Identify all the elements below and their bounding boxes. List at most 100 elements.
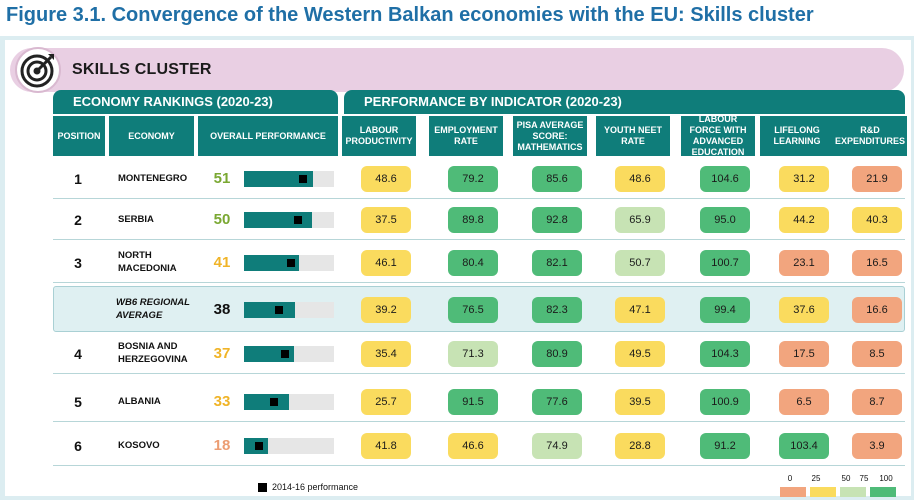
performance-bar-track [244, 438, 334, 454]
indicator-value-cell: 100.7 [700, 250, 750, 276]
performance-bar-fill [244, 394, 289, 410]
table-row [53, 196, 905, 240]
indicator-value-cell: 48.6 [615, 166, 665, 192]
economy-name: BOSNIA AND HERZEGOVINA [118, 341, 188, 365]
position-number: 3 [74, 255, 82, 271]
economy-name: WB6 REGIONAL AVERAGE [116, 297, 190, 321]
indicator-value-cell: 74.9 [532, 433, 582, 459]
performance-bar-fill [244, 302, 296, 318]
indicator-value-cell: 8.5 [852, 341, 902, 367]
legend-scale-tick: 100 [879, 474, 893, 483]
economy-name: ALBANIA [118, 396, 161, 407]
indicator-value-cell: 40.3 [852, 207, 902, 233]
overall-column-header: OVERALL PERFORMANCE [198, 116, 338, 156]
indicator-value-cell: 95.0 [700, 207, 750, 233]
rankings-header: ECONOMY RANKINGS (2020-23) [53, 90, 338, 114]
indicator-value-cell: 44.2 [779, 207, 829, 233]
indicator-value-cell: 103.4 [779, 433, 829, 459]
position-column-header: POSITION [53, 116, 105, 156]
performance-bar-track [244, 212, 334, 228]
performance-bar-track [244, 394, 334, 410]
overall-score: 33 [213, 393, 231, 410]
indicator-value-cell: 76.5 [448, 297, 498, 323]
economy-column-header: ECONOMY [109, 116, 194, 156]
legend-scale-tick: 75 [859, 474, 869, 483]
position-number: 1 [74, 171, 82, 187]
indicator-value-cell: 91.5 [448, 389, 498, 415]
indicator-value-cell: 21.9 [852, 166, 902, 192]
performance-2014-16-marker [280, 350, 289, 358]
indicator-value-cell: 3.9 [852, 433, 902, 459]
indicator-value-cell: 46.1 [361, 250, 411, 276]
performance-2014-16-marker [287, 259, 296, 267]
indicator-column-header: R&D EXPENDITURES [833, 116, 907, 156]
performance-2014-16-marker [299, 175, 308, 183]
indicator-value-cell: 23.1 [779, 250, 829, 276]
indicator-value-cell: 100.9 [700, 389, 750, 415]
figure-title: Figure 3.1. Convergence of the Western B… [6, 4, 814, 26]
legend-scale-swatch [840, 487, 866, 497]
table-row [53, 378, 905, 422]
indicator-value-cell: 80.4 [448, 250, 498, 276]
indicator-value-cell: 8.7 [852, 389, 902, 415]
indicator-value-cell: 39.5 [615, 389, 665, 415]
indicator-value-cell: 49.5 [615, 341, 665, 367]
indicator-value-cell: 65.9 [615, 207, 665, 233]
indicator-value-cell: 41.8 [361, 433, 411, 459]
indicator-column-header: LABOUR FORCE WITH ADVANCED EDUCATION [681, 114, 755, 157]
overall-score: 37 [213, 345, 231, 362]
indicator-value-cell: 91.2 [700, 433, 750, 459]
economy-name: SERBIA [118, 214, 154, 225]
indicator-value-cell: 35.4 [361, 341, 411, 367]
indicator-value-cell: 6.5 [779, 389, 829, 415]
legend-scale-swatch [870, 487, 896, 497]
table-row [53, 155, 905, 199]
performance-2014-16-marker [275, 306, 284, 314]
indicator-value-cell: 37.6 [779, 297, 829, 323]
economy-name: KOSOVO [118, 440, 160, 451]
indicator-value-cell: 47.1 [615, 297, 665, 323]
indicator-value-cell: 80.9 [532, 341, 582, 367]
indicator-value-cell: 82.1 [532, 250, 582, 276]
indicator-value-cell: 71.3 [448, 341, 498, 367]
indicator-value-cell: 37.5 [361, 207, 411, 233]
indicator-value-cell: 79.2 [448, 166, 498, 192]
legend-scale-swatch [810, 487, 836, 497]
indicator-value-cell: 31.2 [779, 166, 829, 192]
performance-bar-fill [244, 171, 313, 187]
legend-scale-tick: 0 [787, 474, 793, 483]
indicator-value-cell: 16.5 [852, 250, 902, 276]
performance-header: PERFORMANCE BY INDICATOR (2020-23) [344, 90, 905, 114]
position-number: 4 [74, 346, 82, 362]
cluster-banner [10, 48, 904, 92]
legend-previous-marker [258, 483, 267, 492]
table-row [53, 330, 905, 374]
performance-bar-track [244, 255, 334, 271]
target-icon [15, 47, 61, 93]
indicator-column-header: YOUTH NEET RATE [596, 116, 670, 156]
indicator-value-cell: 104.3 [700, 341, 750, 367]
economy-name: NORTH MACEDONIA [118, 250, 177, 274]
overall-score: 41 [213, 254, 231, 271]
performance-bar-fill [244, 255, 300, 271]
indicator-value-cell: 104.6 [700, 166, 750, 192]
indicator-value-cell: 48.6 [361, 166, 411, 192]
indicator-value-cell: 77.6 [532, 389, 582, 415]
indicator-value-cell: 82.3 [532, 297, 582, 323]
overall-score: 38 [213, 301, 231, 318]
performance-2014-16-marker [294, 216, 302, 224]
indicator-value-cell: 50.7 [615, 250, 665, 276]
indicator-column-header: LIFELONG LEARNING [760, 116, 834, 156]
indicator-value-cell: 99.4 [700, 297, 750, 323]
legend-scale-tick: 50 [841, 474, 851, 483]
indicator-value-cell: 17.5 [779, 341, 829, 367]
overall-score: 50 [213, 211, 231, 228]
position-number: 5 [74, 394, 82, 410]
legend-scale-swatch [780, 487, 806, 497]
table-row [53, 239, 905, 283]
performance-bar-track [244, 302, 334, 318]
legend-previous-label: 2014-16 performance [272, 482, 359, 492]
indicator-value-cell: 25.7 [361, 389, 411, 415]
table-row [53, 422, 905, 466]
indicator-column-header: EMPLOYMENT RATE [429, 116, 503, 156]
